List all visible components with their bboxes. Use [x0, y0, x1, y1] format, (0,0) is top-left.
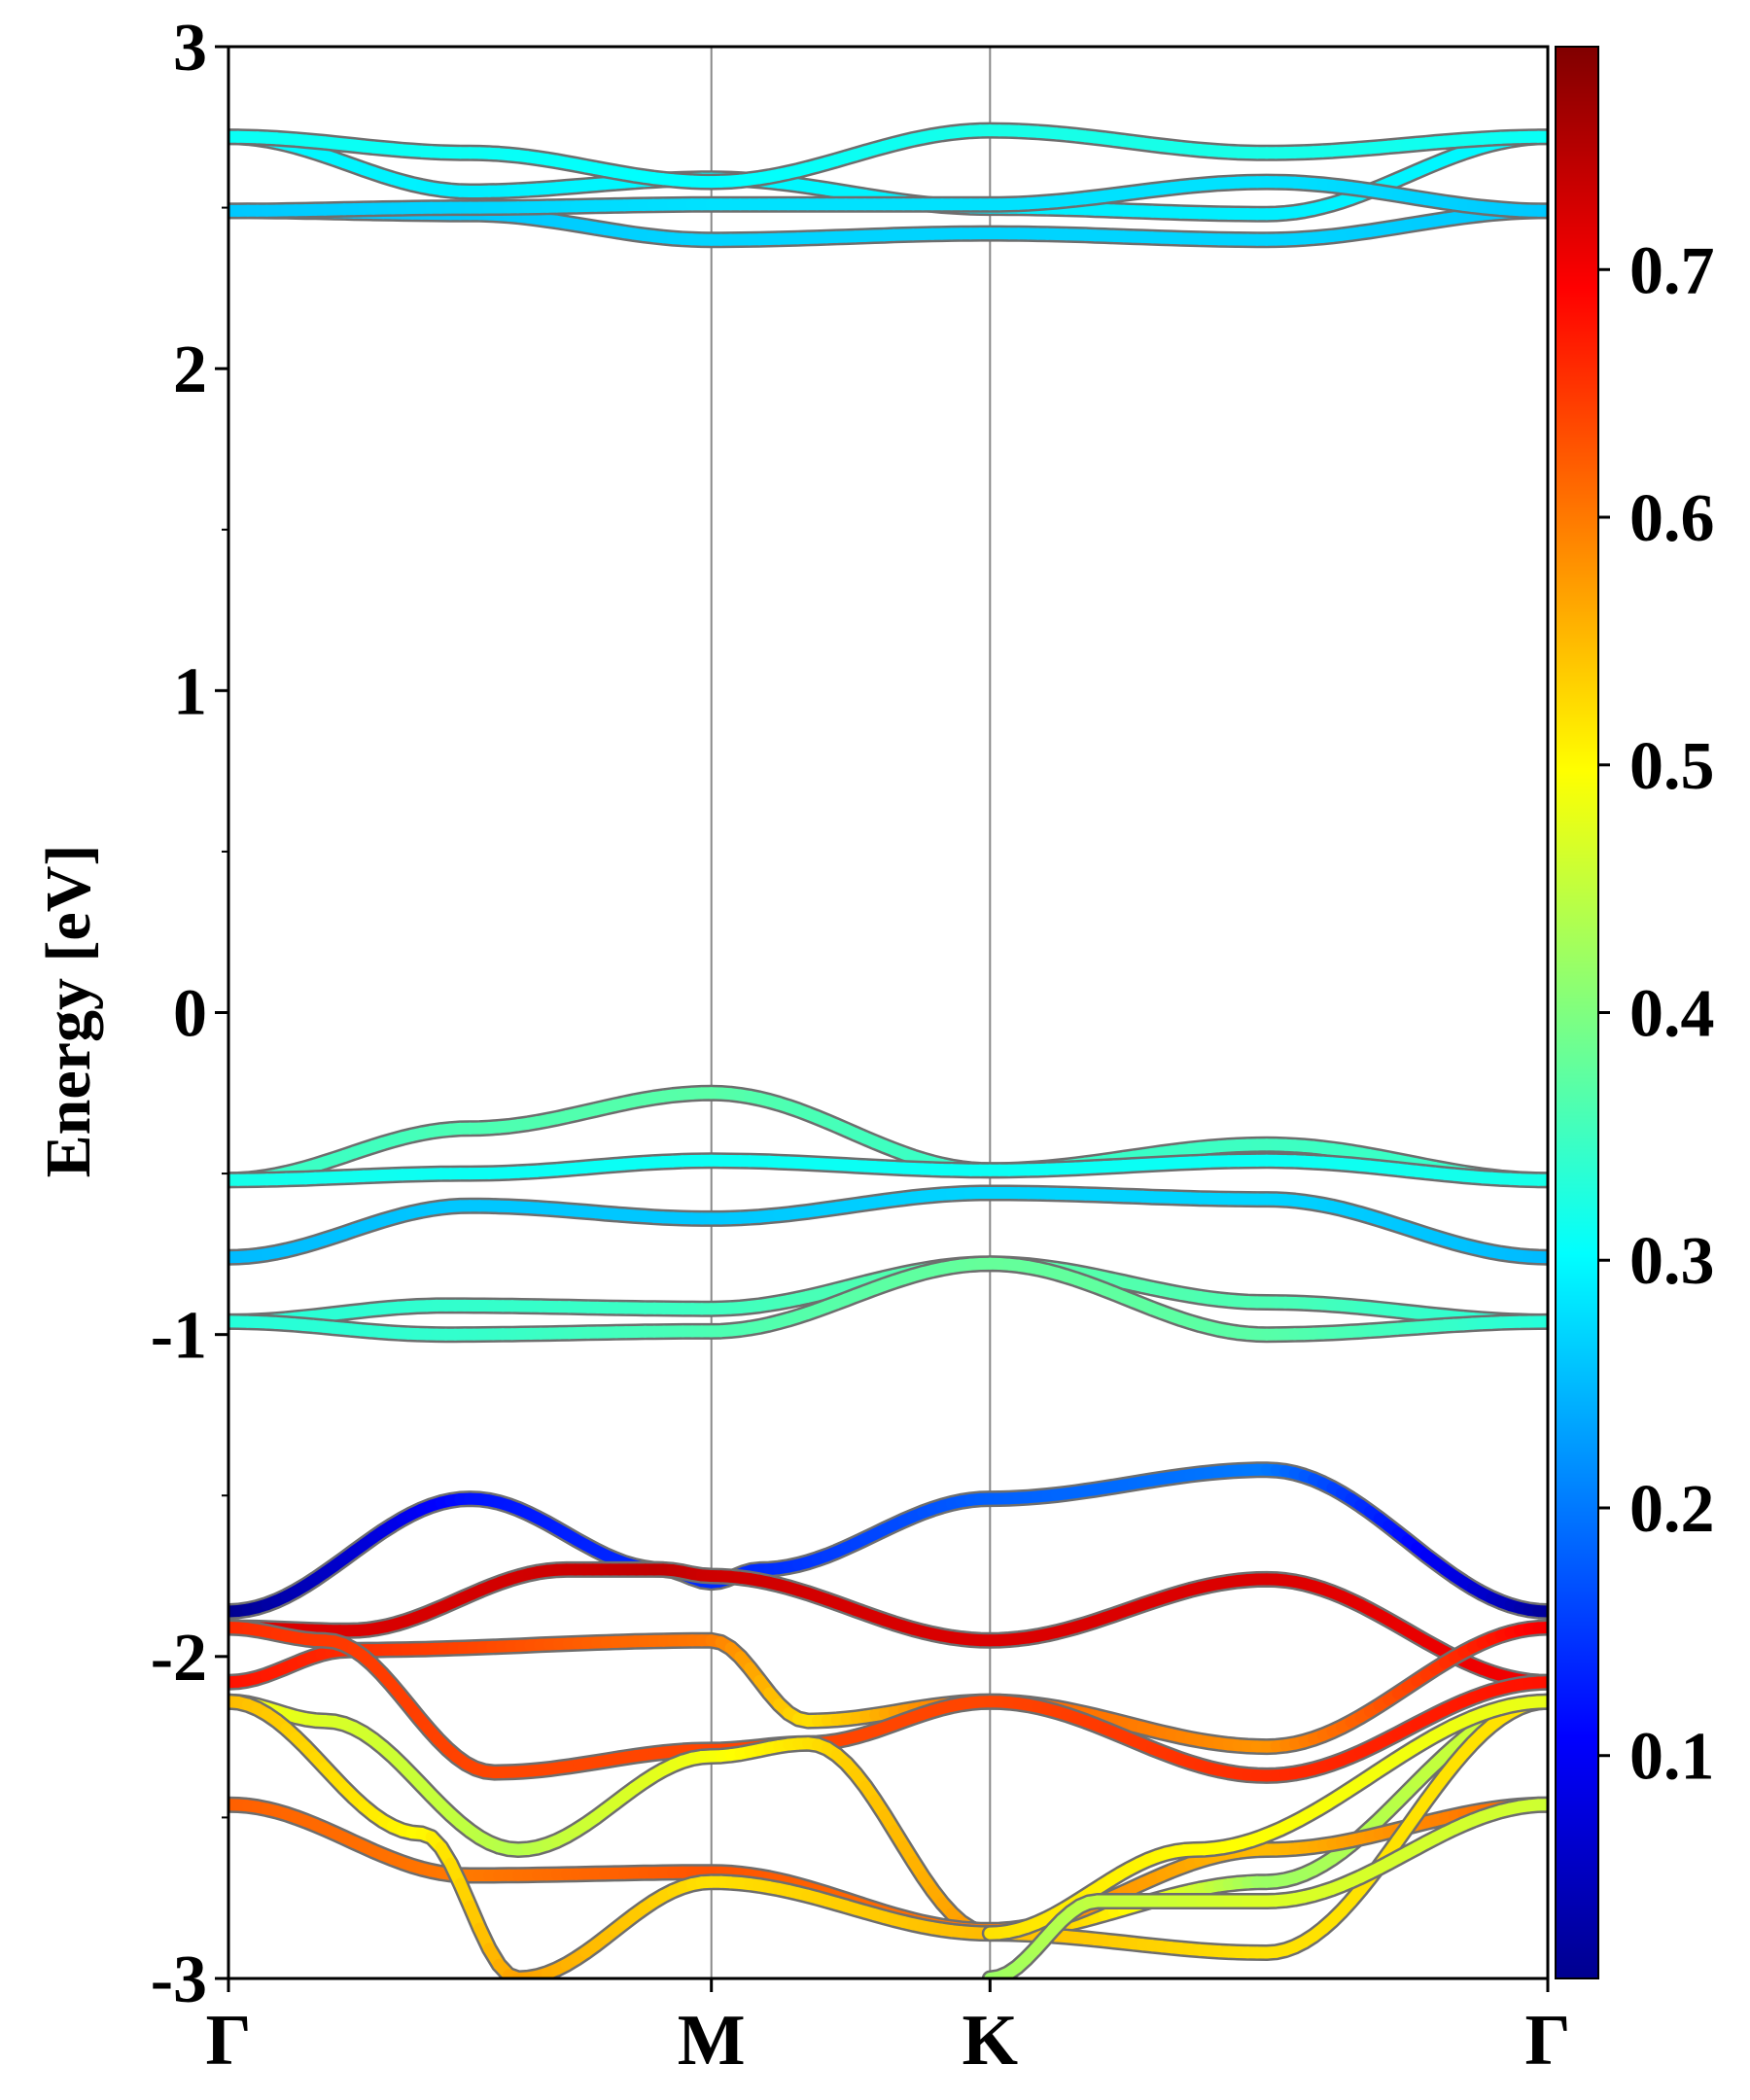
kpath-lines [710, 47, 992, 1978]
x-tick-label: Γ [1524, 2001, 1570, 2081]
y-tick-label: -2 [151, 1621, 207, 1696]
y-tick-label: 3 [173, 11, 207, 86]
colorbar [1555, 46, 1599, 1979]
y-axis-label: Energy [eV] [33, 845, 104, 1178]
colorbar-ticks: 0.1 0.2 0.3 0.4 0.5 0.6 0.7 [1598, 233, 1715, 1795]
y-tick-label: -1 [151, 1299, 207, 1374]
x-tick-label: Γ [205, 2001, 251, 2081]
band-4 [228, 173, 1548, 220]
colorbar-tick-label: 0.4 [1629, 977, 1715, 1052]
band-8 [228, 1255, 1548, 1330]
band-10 [228, 1461, 1548, 1620]
band-2 [228, 122, 1548, 191]
x-tick-label: M [678, 2001, 746, 2081]
plot-frame [227, 45, 1550, 1980]
y-tick-label: 2 [173, 332, 207, 407]
colorbar-tick-label: 0.1 [1629, 1720, 1715, 1795]
colorbar-tick-label: 0.6 [1629, 481, 1715, 556]
colorbar-tick-label: 0.3 [1629, 1224, 1715, 1299]
colorbar-tick-label: 0.5 [1629, 729, 1715, 804]
x-tick-label: K [962, 2001, 1019, 2081]
bands [228, 122, 1548, 1978]
y-axis-ticks: 3 2 1 0 -1 -2 -3 [151, 11, 228, 2017]
band-7 [228, 1184, 1548, 1266]
band-outline [228, 1461, 1548, 1620]
band-5 [228, 1084, 1548, 1189]
band-11 [228, 1560, 1548, 1691]
y-tick-label: 1 [173, 654, 207, 729]
colorbar-tick-label: 0.7 [1629, 233, 1715, 308]
band-9 [228, 1255, 1548, 1344]
band-6 [228, 1152, 1548, 1189]
colorbar-tick-label: 0.2 [1629, 1472, 1715, 1547]
y-tick-label: 0 [173, 977, 207, 1052]
y-tick-label: -3 [151, 1942, 207, 2017]
